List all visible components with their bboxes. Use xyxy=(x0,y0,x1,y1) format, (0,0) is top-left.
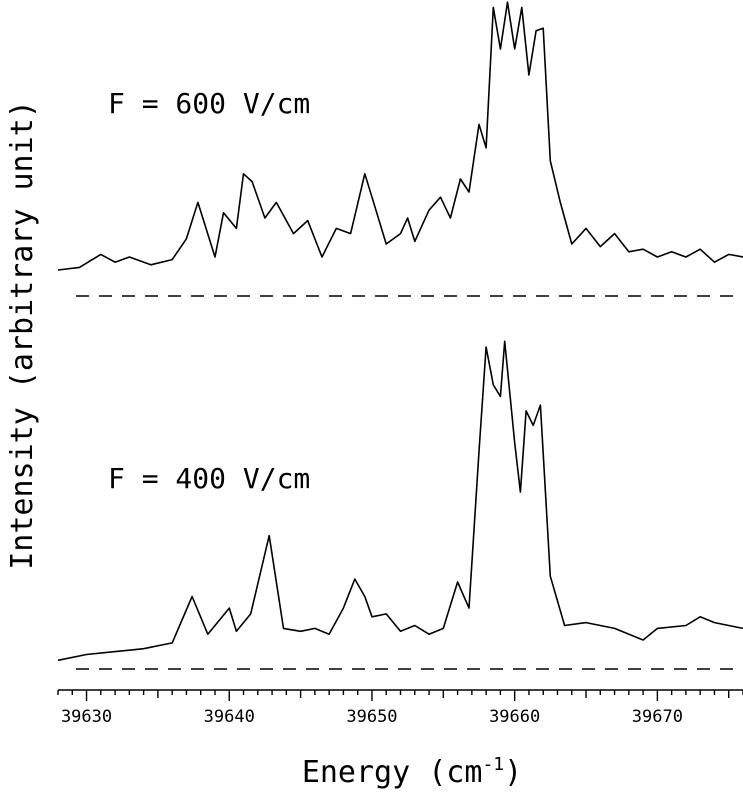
series-line-1 xyxy=(57,1,743,271)
series-labels: F = 600 V/cm F = 400 V/cm xyxy=(108,87,310,495)
series-label-400: F = 400 V/cm xyxy=(108,462,310,495)
series-line-2 xyxy=(57,340,743,662)
baseline-layer xyxy=(76,295,743,670)
y-axis-title: Intensity (arbitrary unit) xyxy=(5,100,40,570)
x-ticks: 39630 39640 39650 39660 39670 xyxy=(57,690,743,727)
x-tick-label: 39650 xyxy=(346,707,397,727)
series-layer xyxy=(57,1,743,662)
x-axis-title-close: ) xyxy=(504,755,522,790)
x-tick-label: 39640 xyxy=(204,707,255,727)
x-tick-label: 39630 xyxy=(61,707,112,727)
x-tick-label: 39660 xyxy=(489,707,540,727)
x-axis-title-text: Energy (cm xyxy=(302,755,483,790)
x-axis-title-sup: -1 xyxy=(482,754,504,775)
x-axis-title: Energy (cm-1) xyxy=(302,754,522,790)
series-label-600: F = 600 V/cm xyxy=(108,87,310,120)
x-tick-label: 39670 xyxy=(632,707,683,727)
